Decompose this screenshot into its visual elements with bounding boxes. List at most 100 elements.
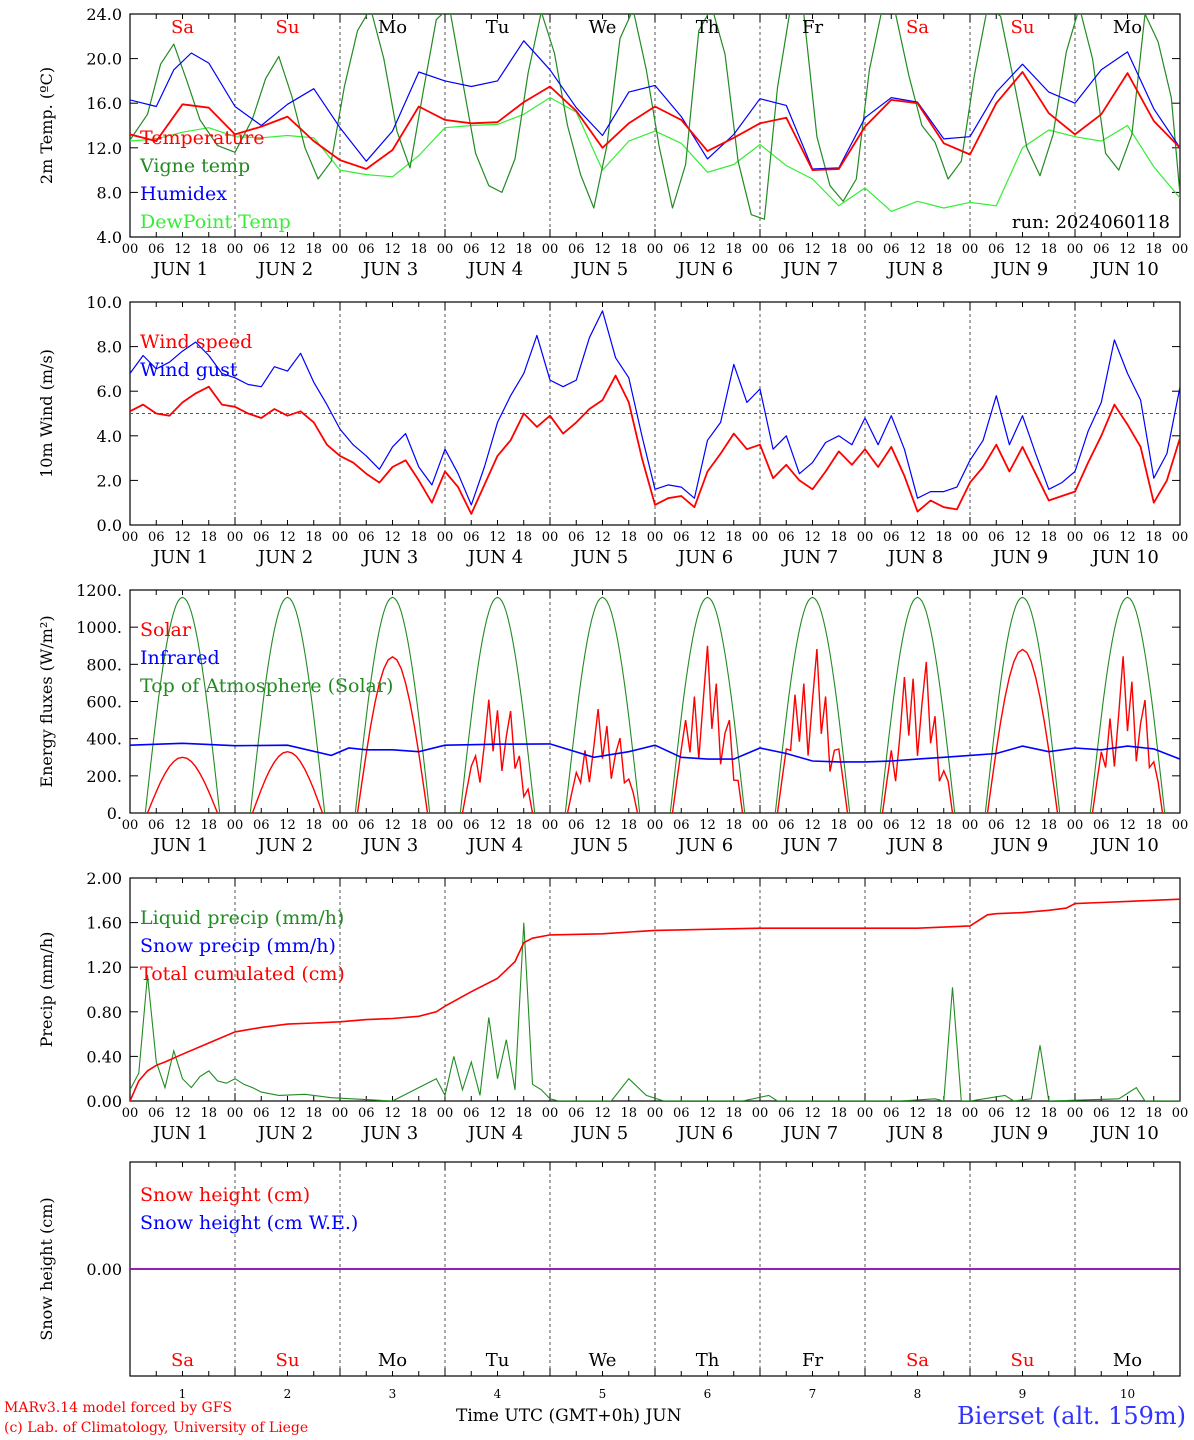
wind-hour-label: 12 [384,530,401,545]
temperature-day-label: JUN 9 [991,259,1048,280]
precip-hour-label: 12 [384,1106,401,1121]
wind-hour-label: 12 [804,530,821,545]
temperature-hour-label: 00 [1067,242,1084,257]
temperature-ytick-label: 8.0 [97,183,122,202]
energy-hour-label: 12 [699,818,716,833]
precip-hour-label: 00 [332,1106,349,1121]
temperature-day-label: JUN 4 [466,259,523,280]
energy-legend-3: Top of Atmosphere (Solar) [140,675,393,697]
energy-day-label: JUN 6 [676,835,733,856]
energy-hour-label: 06 [148,818,165,833]
wind-ytick-label: 4.0 [97,427,122,446]
precip-hour-label: 00 [1067,1106,1084,1121]
energy-hour-label: 12 [594,818,611,833]
precip-hour-label: 18 [515,1106,532,1121]
precip-hour-label: 18 [725,1106,742,1121]
temperature-hour-label: 06 [883,242,900,257]
solar-day-curve [356,656,429,813]
temperature-hour-label: 06 [463,242,480,257]
temperature-hour-label: 18 [620,242,637,257]
energy-hour-label: 00 [542,818,559,833]
weekday-label-bottom: Su [276,1350,300,1371]
energy-ylabel: Energy fluxes (W/m²) [37,615,56,787]
day-number-label: 7 [809,1387,817,1401]
wind-day-label: JUN 6 [676,547,733,568]
weekday-label-top: Sa [171,17,194,38]
temperature-hour-label: 00 [1172,242,1189,257]
precip-legend-3: Total cumulated (cm) [140,963,345,985]
precip-ylabel: Precip (mm/h) [37,932,56,1048]
temperature-hour-label: 18 [830,242,847,257]
wind-hour-label: 00 [542,530,559,545]
temperature-day-label: JUN 7 [781,259,838,280]
temperature-hour-label: 18 [410,242,427,257]
wind-ylabel: 10m Wind (m/s) [37,349,56,478]
precip-hour-label: 18 [305,1106,322,1121]
temperature-hour-label: 12 [384,242,401,257]
temperature-hour-label: 06 [673,242,690,257]
wind-day-label: JUN 10 [1090,547,1159,568]
energy-hour-label: 06 [358,818,375,833]
wind-hour-label: 18 [935,530,952,545]
day-number-label: 8 [914,1387,922,1401]
precip-hour-label: 12 [594,1106,611,1121]
precip-day-label: JUN 2 [256,1123,313,1144]
wind-hour-label: 18 [200,530,217,545]
temperature-hour-label: 06 [148,242,165,257]
precip-ytick-label: 0.40 [86,1047,122,1066]
temperature-series-line [130,40,1180,170]
energy-hour-label: 00 [752,818,769,833]
precip-day-label: JUN 10 [1090,1123,1159,1144]
temperature-ytick-label: 20.0 [86,50,122,69]
wind-hour-label: 18 [830,530,847,545]
wind-hour-label: 18 [1145,530,1162,545]
temperature-hour-label: 18 [200,242,217,257]
energy-hour-label: 12 [489,818,506,833]
temperature-ylabel: 2m Temp. (ºC) [37,67,56,184]
weekday-label-bottom: Th [696,1350,720,1371]
energy-ytick-label: 600. [86,693,122,712]
wind-hour-label: 00 [1067,530,1084,545]
toa-solar-arc [669,596,746,813]
wind-hour-label: 18 [620,530,637,545]
wind-hour-label: 18 [725,530,742,545]
precip-hour-label: 00 [752,1106,769,1121]
wind-ytick-label: 10.0 [86,293,122,312]
energy-day-label: JUN 3 [361,835,418,856]
precip-hour-label: 00 [227,1106,244,1121]
day-number-label: 5 [599,1387,607,1401]
wind-hour-label: 00 [857,530,874,545]
precip-day-label: JUN 7 [781,1123,838,1144]
precip-hour-label: 00 [962,1106,979,1121]
precip-hour-label: 06 [1093,1106,1110,1121]
temperature-day-label: JUN 3 [361,259,418,280]
precip-hour-label: 18 [1145,1106,1162,1121]
wind-hour-label: 00 [227,530,244,545]
energy-hour-label: 00 [962,818,979,833]
weekday-label-bottom: Mo [1113,1350,1142,1371]
weekday-label-bottom: Mo [378,1350,407,1371]
precip-hour-label: 06 [148,1106,165,1121]
precip-day-label: JUN 8 [886,1123,943,1144]
energy-ytick-label: 400. [86,730,122,749]
wind-day-label: JUN 9 [991,547,1048,568]
total-cumulated-line [130,898,1180,1101]
wind-day-label: JUN 7 [781,547,838,568]
precip-series-layer [130,898,1180,1101]
wind-hour-label: 12 [1119,530,1136,545]
weekday-label-top: Tu [486,17,510,38]
temperature-hour-label: 06 [358,242,375,257]
wind-day-label: JUN 2 [256,547,313,568]
precip-ytick-label: 0.00 [86,1092,122,1111]
energy-hour-label: 00 [647,818,664,833]
wind-hour-label: 12 [594,530,611,545]
wind-series-line [130,374,1180,515]
wind-hour-label: 12 [279,530,296,545]
solar-day-curve [986,648,1059,813]
temperature-hour-label: 18 [1145,242,1162,257]
energy-hour-label: 12 [1119,818,1136,833]
solar-day-curve [881,661,954,813]
wind-hour-label: 06 [673,530,690,545]
precip-ytick-label: 1.60 [86,914,122,933]
precip-hour-label: 06 [568,1106,585,1121]
